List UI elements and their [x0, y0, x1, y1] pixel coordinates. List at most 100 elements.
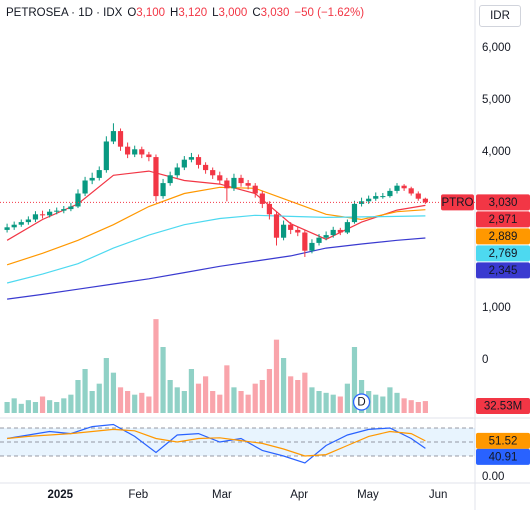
volume-bar — [309, 387, 315, 413]
volume-bar — [25, 400, 31, 413]
candle-body — [47, 211, 53, 216]
candle-body — [316, 237, 322, 243]
candle-body — [4, 227, 10, 230]
candle-body — [210, 170, 216, 176]
volume-bar — [280, 358, 287, 413]
volume-bar — [75, 380, 81, 413]
x-tick-label: Mar — [212, 489, 232, 501]
candle-body — [32, 214, 39, 220]
candle-body — [373, 196, 379, 199]
volume-bar — [167, 380, 173, 413]
ohlc-value: 3,030 — [260, 7, 290, 19]
symbol: PETROSEA · 1D · IDX — [6, 7, 123, 19]
candle-body — [280, 224, 287, 238]
candle-body — [75, 193, 81, 207]
volume-bar — [231, 387, 237, 413]
candle-body — [358, 201, 365, 204]
volume-bar — [259, 380, 265, 413]
volume-bar — [217, 394, 223, 413]
rsi-line — [7, 423, 426, 464]
candle-body — [330, 229, 336, 236]
candle-body — [146, 154, 152, 158]
candle-body — [231, 177, 237, 189]
candle-body — [295, 229, 301, 233]
ohlc-value: 3,100 — [136, 7, 166, 19]
volume-bar — [373, 394, 379, 413]
volume-bar — [89, 391, 95, 413]
volume-bar — [408, 400, 414, 413]
candle-body — [160, 183, 166, 197]
volume-bar — [252, 383, 258, 413]
ma-tag-bg — [476, 262, 530, 279]
candle-body — [110, 131, 117, 142]
ma-tag: 2,889 — [489, 231, 518, 243]
volume-bar — [32, 402, 39, 413]
volume-bar — [344, 383, 350, 413]
volume-bar — [110, 372, 117, 413]
candle-body — [188, 157, 195, 160]
ohlc-key: H — [170, 7, 179, 19]
change: −50 (−1.62%) — [294, 7, 365, 19]
ma-tag: 2,769 — [489, 248, 518, 260]
legend-header: PETROSEA · 1D · IDX O3,100 H3,120 L3,000 C3,… — [6, 7, 364, 19]
ohlc-value: 3,000 — [218, 7, 248, 19]
currency-button[interactable]: IDR — [479, 5, 521, 27]
x-tick-label: Feb — [128, 489, 148, 501]
candle-body — [174, 167, 180, 176]
candle-body — [117, 131, 124, 147]
volume-bar — [160, 347, 166, 413]
volume-bar — [302, 372, 308, 413]
ohlc-value: 3,120 — [178, 7, 208, 19]
candle-body — [259, 193, 265, 204]
volume-bar — [273, 339, 280, 413]
volume-bar — [401, 398, 407, 413]
ohlc-key: C — [252, 7, 261, 19]
candle-body — [217, 175, 223, 181]
y-tick-label: 0 — [482, 354, 488, 366]
ma-tag-bg — [476, 211, 530, 228]
candle-body — [387, 190, 393, 197]
candle-body — [18, 222, 24, 225]
candle-body — [224, 180, 230, 189]
ma-line — [6, 186, 426, 266]
volume-bar — [96, 383, 102, 413]
volume-bar — [82, 369, 88, 413]
candle-body — [25, 219, 31, 223]
volume-bar — [387, 387, 393, 413]
candle-body — [54, 210, 60, 212]
candle-body — [401, 185, 407, 189]
ticker-tag-bg — [441, 194, 474, 211]
candle-body — [266, 203, 273, 215]
volume-bar — [415, 402, 421, 413]
volume-bar — [132, 394, 138, 413]
candle-body — [39, 214, 46, 216]
volume-bar — [18, 403, 24, 413]
ma-tag-bg — [476, 228, 530, 245]
candle-body — [344, 222, 350, 233]
ticker-tag: PTRO — [442, 197, 474, 209]
candle-body — [273, 214, 280, 238]
candle-body — [153, 157, 159, 197]
volume-bar — [117, 387, 124, 413]
rsi-tag-bg — [476, 448, 530, 465]
candle-body — [380, 196, 386, 198]
volume-bar — [47, 400, 53, 413]
candle-body — [125, 146, 131, 155]
y-tick-label: 4,000 — [482, 146, 511, 158]
volume-bar — [323, 392, 329, 413]
volume-tag-bg — [476, 398, 530, 414]
candle-body — [415, 193, 421, 199]
candle-body — [139, 149, 145, 155]
candle-body — [68, 206, 74, 210]
candle-body — [422, 198, 428, 203]
rsi-tag: 51.52 — [489, 435, 518, 447]
volume-bar — [224, 365, 230, 413]
candle-body — [96, 170, 102, 178]
candle-body — [337, 229, 343, 233]
ma-tag: 2,971 — [489, 214, 518, 226]
volume-bar — [380, 396, 386, 413]
candle-body — [238, 177, 244, 184]
volume-bar — [39, 396, 46, 413]
